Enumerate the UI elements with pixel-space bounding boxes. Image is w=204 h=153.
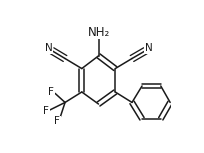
Text: F: F [48, 87, 54, 97]
Text: F: F [43, 106, 49, 116]
Text: F: F [54, 116, 60, 126]
Text: NH₂: NH₂ [87, 26, 110, 39]
Text: N: N [45, 43, 52, 54]
Text: N: N [145, 43, 153, 54]
Text: NH₂: NH₂ [87, 26, 110, 39]
